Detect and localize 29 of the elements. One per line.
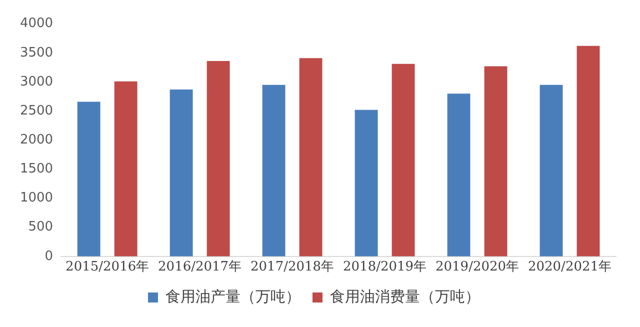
y-tick-label: 2000 [20,132,54,148]
bar [170,90,193,256]
x-tick-label: 2016/2017年 [158,260,242,275]
x-tick-label: 2019/2020年 [435,260,520,275]
y-tick-label: 1500 [20,162,54,177]
x-tick-label: 2020/2021年 [528,260,612,275]
bar [262,84,286,256]
legend-label: 食用油产量（万吨） [166,287,300,306]
bar [354,110,378,256]
y-tick-label: 0 [44,248,54,264]
bar [392,64,415,256]
bar [77,102,100,256]
bar [299,58,322,256]
bar [540,84,563,256]
y-tick-label: 2500 [20,103,54,118]
y-tick-label: 4000 [20,16,54,32]
x-tick-label: 2018/2019年 [343,260,427,275]
bar [447,94,470,256]
bar [206,61,230,256]
y-tick-label: 500 [28,220,54,235]
y-tick-label: 1000 [20,190,54,206]
legend-label: 食用油消费量（万吨） [330,287,480,306]
bar [484,66,508,256]
x-tick-label: 2017/2018年 [250,260,334,275]
bar [576,46,600,256]
bar [114,81,138,256]
y-tick-label: 3500 [20,45,54,60]
y-tick-label: 3000 [20,74,54,90]
x-tick-label: 2015/2016年 [66,260,150,275]
